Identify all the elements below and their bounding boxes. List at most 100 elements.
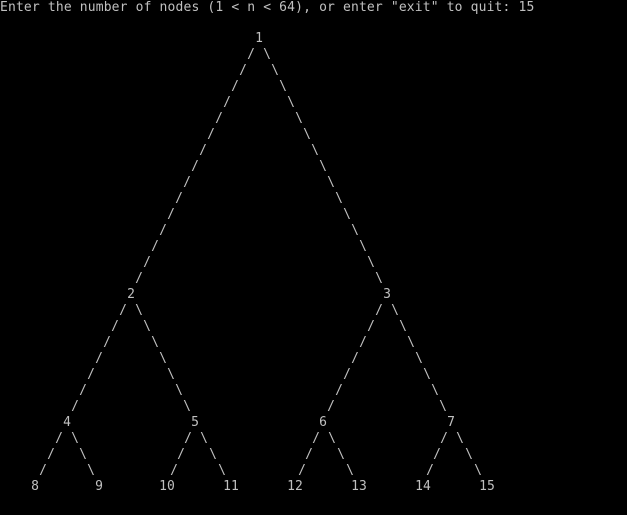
left-branch-char: / [351,351,359,366]
right-branch-char: \ [79,447,87,462]
right-branch-char: \ [71,431,79,446]
tree-node-8: 8 [31,479,39,494]
right-branch-char: \ [423,367,431,382]
right-branch-char: \ [465,447,473,462]
left-branch-char: / [298,463,306,478]
right-branch-char: \ [159,351,167,366]
right-branch-char: \ [303,127,311,142]
right-branch-char: \ [135,303,143,318]
prompt-text: Enter the number of nodes (1 < n < 64), … [0,0,519,15]
left-branch-char: / [71,399,79,414]
right-branch-char: \ [439,399,447,414]
left-branch-char: / [119,303,127,318]
left-branch-char: / [103,335,111,350]
tree-node-13: 13 [351,479,367,494]
left-branch-char: / [167,207,175,222]
tree-node-1: 1 [255,31,263,46]
left-branch-char: / [111,319,119,334]
left-branch-char: / [335,383,343,398]
right-branch-char: \ [295,111,303,126]
right-branch-char: \ [346,463,354,478]
input-value[interactable]: 15 [518,0,535,15]
left-branch-char: / [191,159,199,174]
left-branch-char: / [95,351,103,366]
left-branch-char: / [135,271,143,286]
left-branch-char: / [440,431,448,446]
left-branch-char: / [87,367,95,382]
tree-node-3: 3 [383,287,391,302]
right-branch-char: \ [474,463,482,478]
right-branch-char: \ [311,143,319,158]
left-branch-char: / [359,335,367,350]
left-branch-char: / [375,303,383,318]
right-branch-char: \ [151,335,159,350]
left-branch-char: / [223,95,231,110]
right-branch-char: \ [143,319,151,334]
right-branch-char: \ [287,95,295,110]
left-branch-char: / [184,431,192,446]
tree-node-15: 15 [479,479,495,494]
right-branch-char: \ [399,319,407,334]
tree-node-10: 10 [159,479,175,494]
left-branch-char: / [312,431,320,446]
right-branch-char: \ [167,367,175,382]
tree-node-11: 11 [223,479,239,494]
left-branch-char: / [305,447,313,462]
left-branch-char: / [177,447,185,462]
left-branch-char: / [426,463,434,478]
right-branch-char: \ [335,191,343,206]
right-branch-char: \ [218,463,226,478]
right-branch-char: \ [209,447,217,462]
tree-node-6: 6 [319,415,327,430]
right-branch-char: \ [279,79,287,94]
tree-node-5: 5 [191,415,199,430]
right-branch-char: \ [319,159,327,174]
left-branch-char: / [215,111,223,126]
left-branch-char: / [327,399,335,414]
right-branch-char: \ [415,351,423,366]
right-branch-char: \ [431,383,439,398]
right-branch-char: \ [375,271,383,286]
right-branch-char: \ [183,399,191,414]
left-branch-char: / [151,239,159,254]
left-branch-char: / [39,463,47,478]
left-branch-char: / [143,255,151,270]
left-branch-char: / [247,47,255,62]
right-branch-char: \ [263,47,271,62]
right-branch-char: \ [407,335,415,350]
tree-node-12: 12 [287,479,303,494]
right-branch-char: \ [391,303,399,318]
left-branch-char: / [183,175,191,190]
right-branch-char: \ [343,207,351,222]
right-branch-char: \ [200,431,208,446]
right-branch-char: \ [327,175,335,190]
left-branch-char: / [207,127,215,142]
right-branch-char: \ [271,63,279,78]
left-branch-char: / [199,143,207,158]
right-branch-char: \ [351,223,359,238]
right-branch-char: \ [359,239,367,254]
tree-node-2: 2 [127,287,135,302]
left-branch-char: / [367,319,375,334]
tree-node-7: 7 [447,415,455,430]
left-branch-char: / [175,191,183,206]
left-branch-char: / [433,447,441,462]
left-branch-char: / [170,463,178,478]
left-branch-char: / [343,367,351,382]
tree-node-4: 4 [63,415,71,430]
left-branch-char: / [159,223,167,238]
right-branch-char: \ [87,463,95,478]
right-branch-char: \ [175,383,183,398]
left-branch-char: / [231,79,239,94]
right-branch-char: \ [328,431,336,446]
right-branch-char: \ [456,431,464,446]
left-branch-char: / [239,63,247,78]
left-branch-char: / [79,383,87,398]
left-branch-char: / [47,447,55,462]
left-branch-char: / [55,431,63,446]
right-branch-char: \ [337,447,345,462]
tree-node-9: 9 [95,479,103,494]
right-branch-char: \ [367,255,375,270]
prompt-line: Enter the number of nodes (1 < n < 64), … [0,0,534,16]
